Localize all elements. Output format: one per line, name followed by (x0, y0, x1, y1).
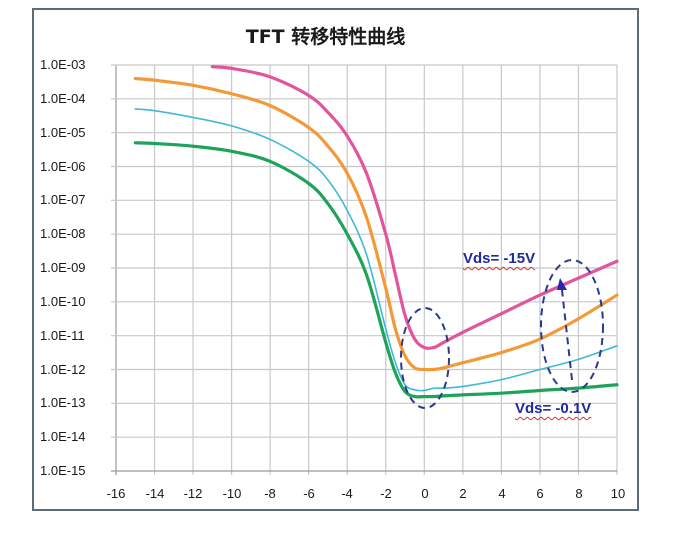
y-tick-label: 1.0E-15 (40, 463, 86, 478)
series-line-2 (134, 108, 618, 392)
x-tick-label: -16 (106, 486, 126, 501)
series-line-1 (133, 76, 619, 372)
data-series (133, 65, 619, 399)
x-tick-label: 8 (575, 486, 583, 501)
y-tick-label: 1.0E-10 (40, 294, 86, 309)
x-tick-label: -10 (222, 486, 242, 501)
y-tick-label: 1.0E-11 (40, 328, 85, 343)
y-tick-label: 1.0E-03 (40, 57, 86, 72)
y-tick-label: 1.0E-05 (40, 125, 86, 140)
x-tick-label: 6 (536, 486, 544, 501)
y-tick-label: 1.0E-13 (40, 395, 86, 410)
x-tick-label: 10 (610, 486, 626, 501)
y-tick-label: 1.0E-12 (40, 362, 86, 377)
y-tick-label: 1.0E-14 (40, 429, 86, 444)
dashed-ellipse-minimum (400, 307, 450, 409)
y-tick-label: 1.0E-06 (40, 159, 86, 174)
series-line-0 (210, 65, 619, 350)
arrow-shaft (561, 289, 573, 381)
x-tick-label: -6 (303, 486, 315, 501)
x-tick-label: -12 (183, 486, 203, 501)
x-tick-label: 2 (459, 486, 467, 501)
x-tick-label: -4 (341, 486, 353, 501)
y-tick-label: 1.0E-08 (40, 226, 86, 241)
y-tick-label: 1.0E-07 (40, 192, 86, 207)
arrow-head-icon (557, 278, 567, 290)
annotation-vds-15v: Vds= -15V (463, 250, 536, 267)
chart-title: TFT 转移特性曲线 (245, 26, 406, 48)
y-tick-label: 1.0E-09 (40, 260, 86, 275)
annotation-vds-0-1v: Vds= -0.1V (515, 400, 592, 417)
y-tick-label: 1.0E-04 (40, 91, 86, 106)
dashed-ellipse-vds (540, 259, 604, 393)
x-tick-label: -14 (145, 486, 165, 501)
x-tick-label: 0 (421, 486, 429, 501)
x-tick-label: 4 (498, 486, 506, 501)
x-tick-label: -8 (264, 486, 276, 501)
chart-frame (32, 8, 639, 511)
x-tick-label: -2 (380, 486, 392, 501)
annotation-shapes (400, 259, 604, 409)
series-line-3 (133, 141, 619, 399)
gridlines (111, 64, 618, 475)
